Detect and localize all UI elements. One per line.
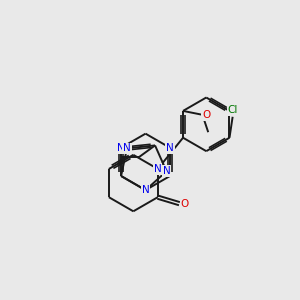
Text: N: N (117, 143, 125, 153)
Text: N: N (166, 143, 174, 153)
Text: N: N (154, 164, 162, 174)
Text: N: N (123, 143, 131, 153)
Text: O: O (202, 110, 210, 120)
Text: O: O (181, 199, 189, 209)
Text: N: N (163, 166, 170, 176)
Text: N: N (142, 185, 149, 195)
Text: Cl: Cl (227, 105, 238, 115)
